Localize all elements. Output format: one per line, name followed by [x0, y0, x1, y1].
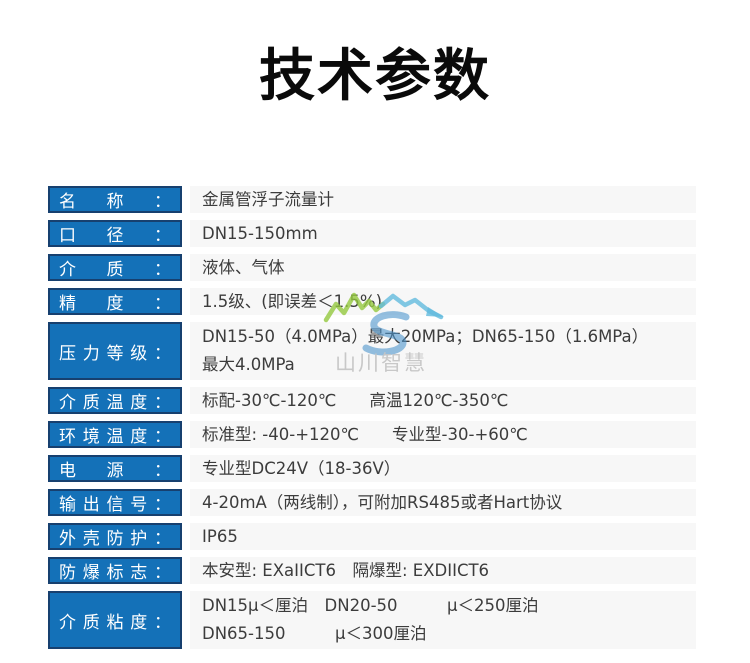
page-title: 技术参数: [259, 44, 491, 109]
table-row: 介质： 液体、气体: [48, 254, 696, 281]
spec-label-text: 介质粘度：: [59, 612, 171, 633]
spec-value-line: 标配-30℃-120℃ 高温120℃-350℃: [202, 391, 509, 410]
spec-value-line: 本安型: EXaIICT6 隔爆型: EXDIICT6: [202, 561, 490, 580]
spec-label-text: 介质温度：: [59, 393, 171, 413]
spec-value: DN15-50（4.0MPa）最大20MPa；DN65-150（1.6MPa） …: [190, 322, 696, 380]
table-row: 名称： 金属管浮子流量计: [48, 186, 696, 213]
spec-value: IP65: [190, 523, 696, 550]
spec-value-line: 4-20mA（两线制），可附加RS485或者Hart协议: [202, 493, 563, 512]
table-row: 外壳防护： IP65: [48, 523, 696, 550]
spec-label-text: 口径：: [59, 226, 171, 246]
spec-label-text: 电源：: [59, 461, 171, 481]
spec-value: DN15μ＜厘泊 DN20-50 μ＜250厘泊 DN65-150 μ＜300厘…: [190, 591, 696, 649]
spec-label: 防爆标志：: [48, 557, 182, 584]
spec-label: 名称：: [48, 186, 182, 213]
table-row: 环境温度： 标准型: -40-+120℃ 专业型-30-+60℃: [48, 421, 696, 448]
spec-value-line: 最大4.0MPa: [202, 355, 295, 374]
table-row: 防爆标志： 本安型: EXaIICT6 隔爆型: EXDIICT6: [48, 557, 696, 584]
spec-value: 标准型: -40-+120℃ 专业型-30-+60℃: [190, 421, 696, 448]
spec-value: 标配-30℃-120℃ 高温120℃-350℃: [190, 387, 696, 414]
spec-value-line: 液体、气体: [202, 258, 285, 277]
spec-label: 精度：: [48, 288, 182, 315]
spec-value: 4-20mA（两线制），可附加RS485或者Hart协议: [190, 489, 696, 516]
spec-label: 介质粘度：: [48, 591, 182, 649]
spec-label-text: 外壳防护：: [59, 529, 171, 549]
spec-value-line: DN15-50（4.0MPa）最大20MPa；DN65-150（1.6MPa）: [202, 327, 649, 346]
spec-label: 压力等级：: [48, 322, 182, 380]
spec-label-text: 压力等级：: [59, 343, 171, 364]
spec-value-line: 金属管浮子流量计: [202, 190, 334, 209]
spec-label: 外壳防护：: [48, 523, 182, 550]
spec-value-line: DN15-150mm: [202, 224, 318, 243]
table-row: 介质温度： 标配-30℃-120℃ 高温120℃-350℃: [48, 387, 696, 414]
spec-label-text: 精度：: [59, 294, 171, 314]
spec-label-text: 环境温度：: [59, 427, 171, 447]
spec-value-line: 1.5级、(即误差＜1.5%): [202, 292, 383, 311]
spec-value: DN15-150mm: [190, 220, 696, 247]
spec-label-text: 介质：: [59, 260, 171, 280]
spec-value: 专业型DC24V（18-36V）: [190, 455, 696, 482]
spec-value-line: DN15μ＜厘泊 DN20-50 μ＜250厘泊: [202, 596, 539, 615]
table-row: 压力等级： DN15-50（4.0MPa）最大20MPa；DN65-150（1.…: [48, 322, 696, 380]
spec-label: 环境温度：: [48, 421, 182, 448]
table-row: 输出信号： 4-20mA（两线制），可附加RS485或者Hart协议: [48, 489, 696, 516]
spec-label: 介质：: [48, 254, 182, 281]
spec-label-text: 输出信号：: [59, 495, 171, 515]
table-row: 介质粘度： DN15μ＜厘泊 DN20-50 μ＜250厘泊 DN65-150 …: [48, 591, 696, 649]
table-row: 口径： DN15-150mm: [48, 220, 696, 247]
spec-value: 本安型: EXaIICT6 隔爆型: EXDIICT6: [190, 557, 696, 584]
spec-label: 电源：: [48, 455, 182, 482]
spec-label: 介质温度：: [48, 387, 182, 414]
spec-label-text: 防爆标志：: [59, 563, 171, 583]
spec-value-line: DN65-150 μ＜300厘泊: [202, 624, 427, 643]
spec-value-line: 标准型: -40-+120℃ 专业型-30-+60℃: [202, 425, 528, 444]
spec-value: 金属管浮子流量计: [190, 186, 696, 213]
spec-value: 1.5级、(即误差＜1.5%): [190, 288, 696, 315]
spec-label-text: 名称：: [59, 192, 171, 212]
spec-value: 液体、气体: [190, 254, 696, 281]
table-row: 电源： 专业型DC24V（18-36V）: [48, 455, 696, 482]
spec-value-line: 专业型DC24V（18-36V）: [202, 459, 401, 478]
table-row: 精度： 1.5级、(即误差＜1.5%): [48, 288, 696, 315]
spec-label: 输出信号：: [48, 489, 182, 516]
spec-table: 名称： 金属管浮子流量计 口径： DN15-150mm 介质： 液体、气体 精度…: [48, 186, 696, 649]
spec-label: 口径：: [48, 220, 182, 247]
spec-value-line: IP65: [202, 527, 238, 546]
